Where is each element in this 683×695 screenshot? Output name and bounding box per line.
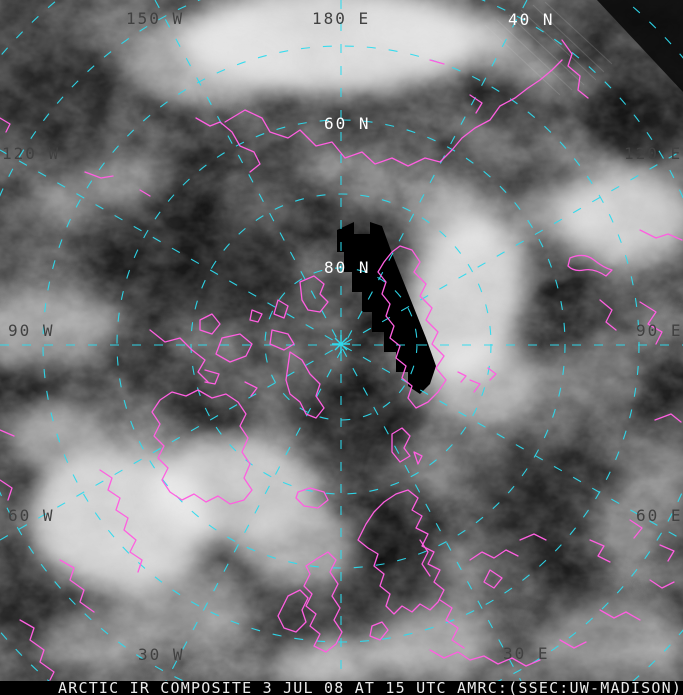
caption-text: ARCTIC IR COMPOSITE 3 JUL 08 AT 15 UTC A… — [58, 679, 682, 695]
coastline-bering-islands — [0, 117, 151, 197]
coastline-alaska — [195, 117, 261, 173]
coastline-victoria-banks-islands — [199, 309, 263, 363]
north-pole-marker — [332, 335, 350, 353]
lon-label-30e: 30 E — [503, 644, 550, 663]
grid-labels: 40 N 60 N 80 N 150 W 180 E 120 W 90 W 60… — [2, 9, 683, 664]
caption-bar: ARCTIC IR COMPOSITE 3 JUL 08 AT 15 UTC A… — [0, 679, 683, 695]
lon-label-90e: 90 E — [636, 321, 683, 340]
coastline-labrador — [0, 429, 143, 681]
coastline-ireland — [277, 589, 309, 633]
coastline-greenland — [377, 245, 447, 409]
coastline-siberia — [224, 59, 563, 167]
lon-label-30w: 30 W — [138, 645, 185, 664]
coastline-kara-coast — [599, 229, 683, 345]
coastline-kola-white-sea — [469, 533, 547, 589]
coastline-iceland — [295, 487, 329, 509]
coastline-russia-northeast — [429, 39, 589, 114]
lat-label-40n: 40 N — [508, 10, 555, 29]
coastline-ellesmere-island — [269, 275, 329, 351]
coastline-franz-josef-land — [457, 367, 497, 393]
lon-label-150w: 150 W — [126, 9, 184, 28]
scanline-stripes — [484, 1, 613, 96]
coastline-scandinavia — [357, 489, 445, 615]
lat-label-60n: 60 N — [324, 114, 371, 133]
coastline-europe-southeast — [429, 579, 675, 667]
coastline-baffin-island — [204, 351, 325, 419]
coastline-novaya-zemlya — [567, 254, 613, 277]
data-void-wedge — [337, 222, 436, 394]
lon-label-120e: 120 E — [624, 144, 682, 163]
lat-label-80n: 80 N — [324, 258, 371, 277]
coastline-hudson-bay — [151, 389, 253, 505]
lon-label-60w: 60 W — [8, 506, 55, 525]
lon-label-90w: 90 W — [8, 321, 55, 340]
coastline-canada-mainland — [149, 329, 209, 383]
coastline-russia-lakes — [589, 413, 682, 563]
coastline-denmark-baltic — [369, 539, 465, 649]
lon-label-120w: 120 W — [2, 144, 60, 163]
coastline-great-britain — [303, 551, 343, 653]
coastline-svalbard — [391, 427, 423, 465]
coastlines — [0, 39, 683, 681]
lon-label-60e: 60 E — [636, 506, 683, 525]
lon-label-180e: 180 E — [312, 9, 370, 28]
composite-edge-corner — [597, 0, 683, 92]
